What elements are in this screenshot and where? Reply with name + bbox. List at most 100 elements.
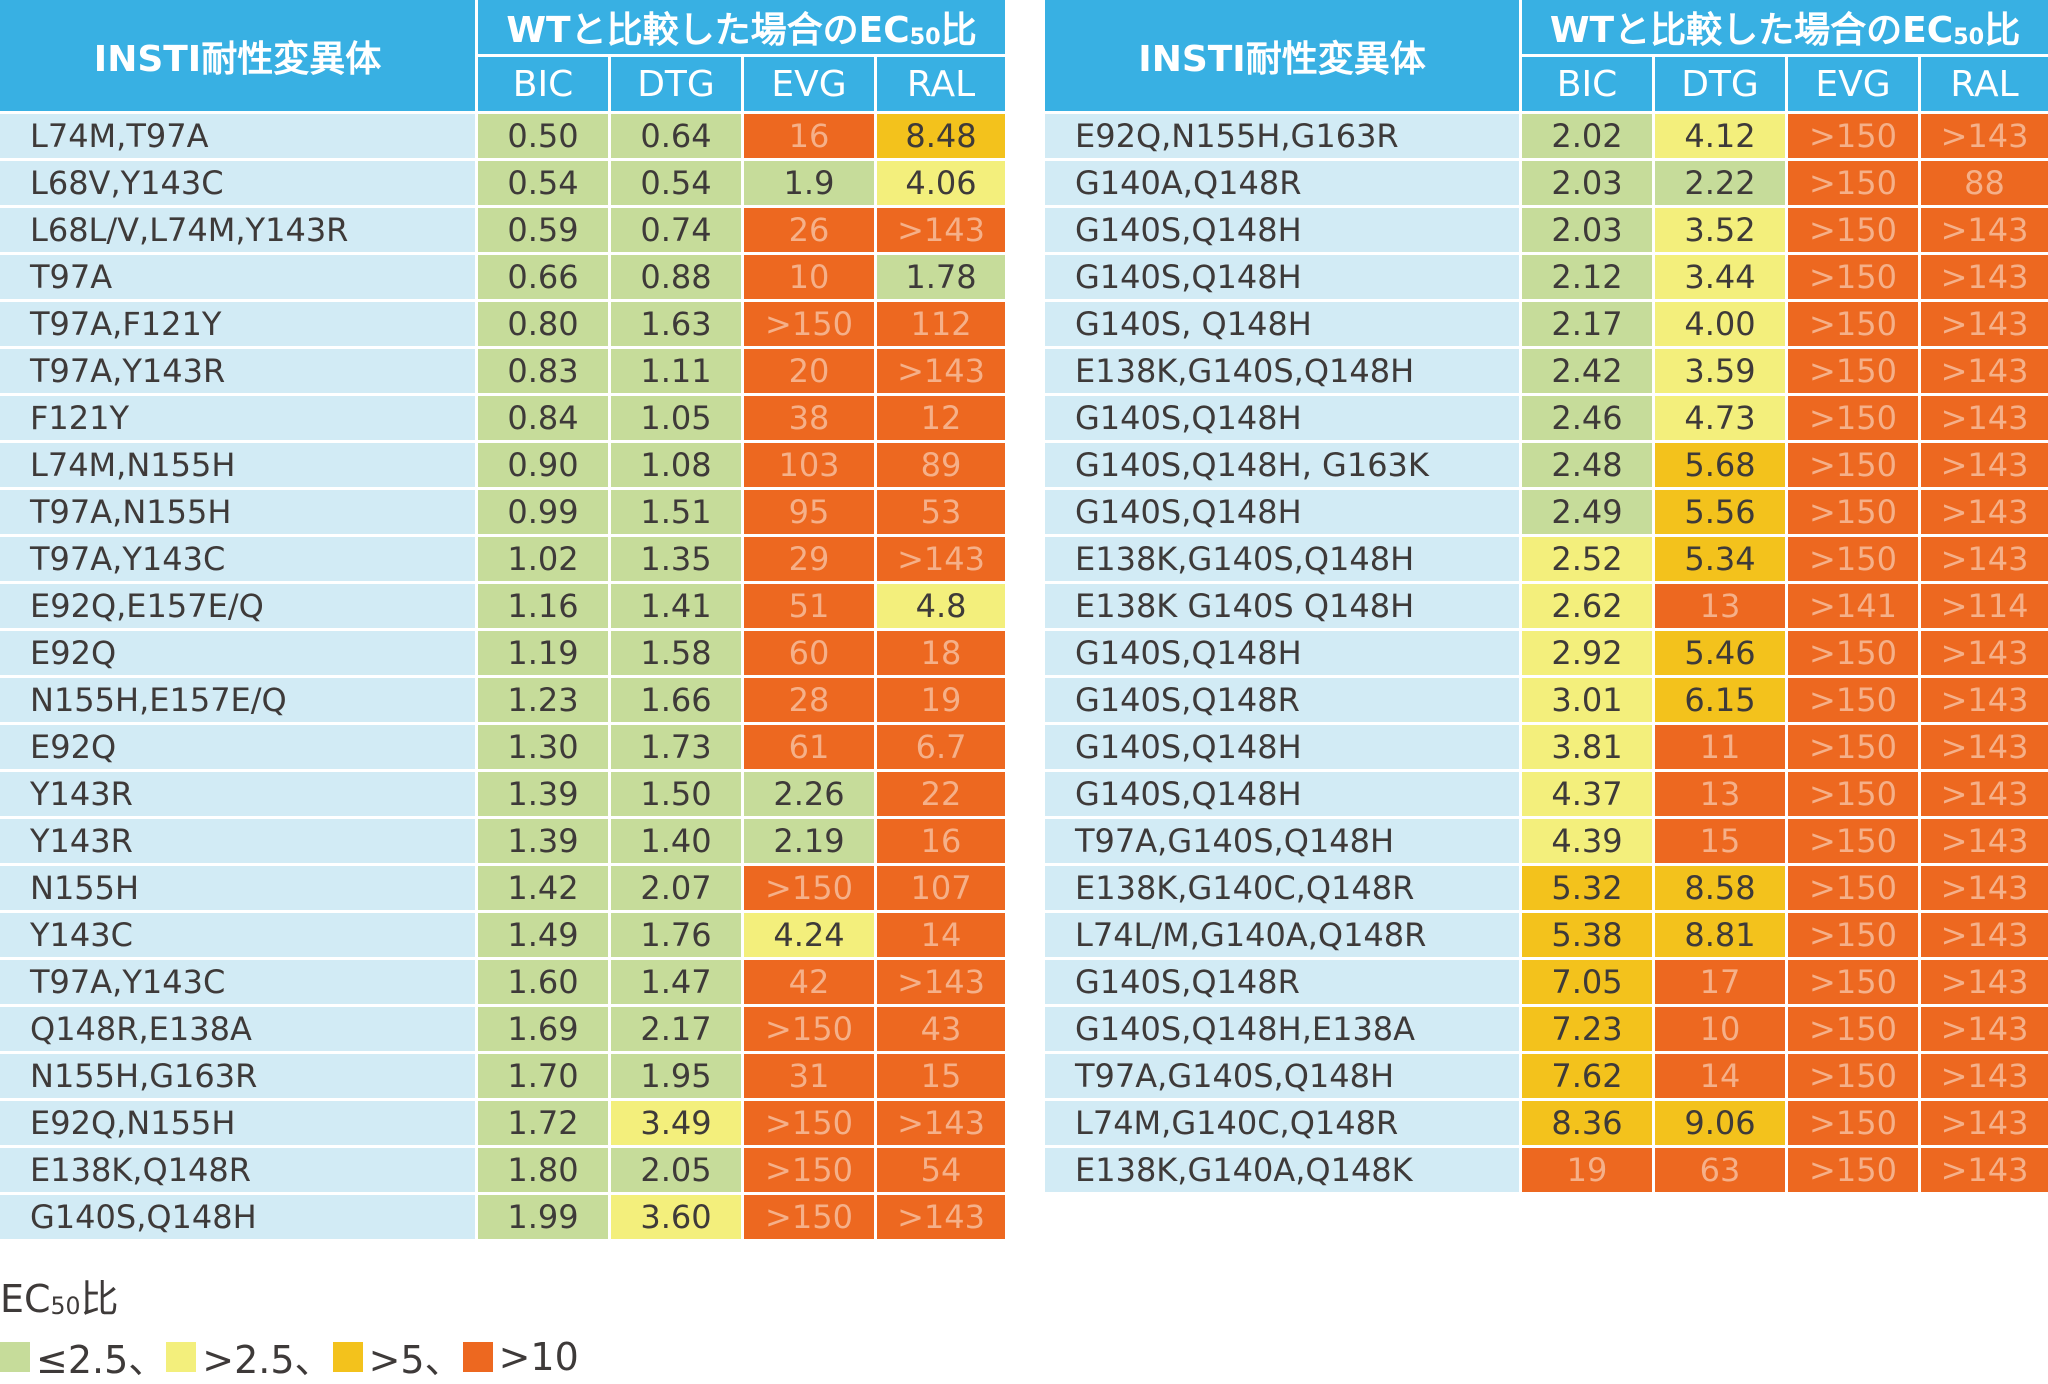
mutant-name-cell: E138K,G140S,Q148H [1045, 537, 1522, 584]
mutant-name-cell: L74M,N155H [0, 443, 478, 490]
mutant-name-cell: T97A [0, 255, 478, 302]
ec50-ratio-cell-dtg: 1.66 [611, 678, 744, 725]
ec50-ratio-cell-evg: >150 [1788, 490, 1921, 537]
table-row: T97A 0.66 0.88 10 1.78 [0, 255, 1006, 302]
ec50-ratio-cell-ral: >143 [1921, 631, 2048, 678]
mutant-name-cell: T97A,G140S,Q148H [1045, 1054, 1522, 1101]
table-row: E92Q 1.30 1.73 61 6.7 [0, 725, 1006, 772]
mutant-name-cell: G140S,Q148R [1045, 960, 1522, 1007]
ec50-ratio-cell-dtg: 1.47 [611, 960, 744, 1007]
resistance-table-right: INSTI耐性変異体 WTと比較した場合のEC50比 BIC DTG EVG R… [1045, 0, 2048, 1195]
mutant-name-cell: T97A,N155H [0, 490, 478, 537]
mutant-name-cell: N155H [0, 866, 478, 913]
mutant-name-cell: Y143R [0, 819, 478, 866]
table-row: G140S,Q148H 4.37 13 >150 >143 [1045, 772, 2048, 819]
ec50-ratio-cell-ral: 4.06 [877, 161, 1006, 208]
ec50-ratio-cell-bic: 2.52 [1522, 537, 1655, 584]
ec50-ratio-cell-dtg: 14 [1655, 1054, 1788, 1101]
drug-header-ral: RAL [1921, 57, 2048, 114]
mutant-name-cell: G140A,Q148R [1045, 161, 1522, 208]
ec50-ratio-cell-dtg: 3.44 [1655, 255, 1788, 302]
table-row: N155H 1.42 2.07 >150 107 [0, 866, 1006, 913]
ec50-ratio-cell-bic: 5.38 [1522, 913, 1655, 960]
ec50-ratio-cell-dtg: 0.64 [611, 114, 744, 161]
table-row: T97A,G140S,Q148H 4.39 15 >150 >143 [1045, 819, 2048, 866]
table-row: E138K,G140A,Q148K 19 63 >150 >143 [1045, 1148, 2048, 1195]
table-row: Q148R,E138A 1.69 2.17 >150 43 [0, 1007, 1006, 1054]
ec50-ratio-cell-evg: >150 [1788, 819, 1921, 866]
ec50-ratio-cell-bic: 7.23 [1522, 1007, 1655, 1054]
table-row: L74M,N155H 0.90 1.08 103 89 [0, 443, 1006, 490]
mutant-name-cell: T97A,Y143R [0, 349, 478, 396]
ec50-ratio-cell-evg: >150 [1788, 208, 1921, 255]
table-row: F121Y 0.84 1.05 38 12 [0, 396, 1006, 443]
ec50-ratio-cell-evg: 60 [744, 631, 877, 678]
ec50-ratio-cell-bic: 1.23 [478, 678, 611, 725]
mutant-name-cell: G140S,Q148H, G163K [1045, 443, 1522, 490]
ec50-ratio-cell-bic: 0.99 [478, 490, 611, 537]
ec50-ratio-cell-bic: 1.02 [478, 537, 611, 584]
ec50-ratio-cell-evg: >150 [744, 1007, 877, 1054]
mutant-name-cell: L74M,T97A [0, 114, 478, 161]
ec50-ratio-cell-dtg: 1.58 [611, 631, 744, 678]
ec50-ratio-cell-ral: >143 [1921, 396, 2048, 443]
ec50-ratio-cell-bic: 1.60 [478, 960, 611, 1007]
ec50-ratio-cell-bic: 2.92 [1522, 631, 1655, 678]
ec50-ratio-cell-bic: 3.81 [1522, 725, 1655, 772]
ec50-ratio-cell-evg: >150 [1788, 537, 1921, 584]
drug-header-evg: EVG [1788, 57, 1921, 114]
ec50-ratio-cell-evg: 2.19 [744, 819, 877, 866]
table-row: G140S,Q148H 2.12 3.44 >150 >143 [1045, 255, 2048, 302]
table-row: E92Q,E157E/Q 1.16 1.41 51 4.8 [0, 584, 1006, 631]
ec50-ratio-cell-bic: 1.19 [478, 631, 611, 678]
mutant-name-cell: T97A,Y143C [0, 960, 478, 1007]
ec50-ratio-cell-dtg: 2.05 [611, 1148, 744, 1195]
ec50-ratio-cell-bic: 4.37 [1522, 772, 1655, 819]
ec50-ratio-cell-dtg: 13 [1655, 584, 1788, 631]
ec50-ratio-cell-bic: 1.16 [478, 584, 611, 631]
ec50-ratio-cell-dtg: 5.46 [1655, 631, 1788, 678]
ec50-ratio-cell-ral: >143 [1921, 1101, 2048, 1148]
table-row: G140S,Q148H 1.99 3.60 >150 >143 [0, 1195, 1006, 1242]
mutant-name-cell: N155H,G163R [0, 1054, 478, 1101]
ec50-ratio-cell-dtg: 1.95 [611, 1054, 744, 1101]
ec50-ratio-cell-ral: >143 [1921, 443, 2048, 490]
ec50-ratio-cell-dtg: 1.40 [611, 819, 744, 866]
ec50-ratio-cell-evg: >150 [1788, 913, 1921, 960]
ec50-ratio-cell-evg: >150 [1788, 1054, 1921, 1101]
ec50-ratio-cell-ral: 6.7 [877, 725, 1006, 772]
ec50-ratio-cell-dtg: 1.05 [611, 396, 744, 443]
ec50-ratio-cell-ral: 15 [877, 1054, 1006, 1101]
table-row: Y143R 1.39 1.40 2.19 16 [0, 819, 1006, 866]
ec50-ratio-cell-dtg: 15 [1655, 819, 1788, 866]
ec50-ratio-cell-bic: 2.48 [1522, 443, 1655, 490]
mutant-name-cell: E92Q [0, 725, 478, 772]
table-row: G140S, Q148H 2.17 4.00 >150 >143 [1045, 302, 2048, 349]
mutant-name-cell: L74M,G140C,Q148R [1045, 1101, 1522, 1148]
ec50-ratio-cell-evg: >150 [1788, 114, 1921, 161]
table-row: G140S,Q148H 2.03 3.52 >150 >143 [1045, 208, 2048, 255]
mutant-name-cell: G140S,Q148H [1045, 631, 1522, 678]
table-row: E138K,G140S,Q148H 2.52 5.34 >150 >143 [1045, 537, 2048, 584]
ec50-ratio-cell-ral: >143 [1921, 772, 2048, 819]
ec50-ratio-cell-dtg: 4.12 [1655, 114, 1788, 161]
table-row: E138K,G140C,Q148R 5.32 8.58 >150 >143 [1045, 866, 2048, 913]
ec50-ratio-cell-dtg: 1.08 [611, 443, 744, 490]
table-row: L74L/M,G140A,Q148R 5.38 8.81 >150 >143 [1045, 913, 2048, 960]
legend-title: EC50比 [0, 1277, 119, 1321]
ec50-ratio-cell-evg: >150 [1788, 349, 1921, 396]
ec50-ratio-cell-dtg: 2.22 [1655, 161, 1788, 208]
ec50-ratio-cell-ral: 43 [877, 1007, 1006, 1054]
ec50-ratio-cell-ral: >143 [1921, 302, 2048, 349]
ec50-ratio-cell-ral: >143 [1921, 208, 2048, 255]
table-row: G140S,Q148H,E138A 7.23 10 >150 >143 [1045, 1007, 2048, 1054]
ec50-ratio-group-header: WTと比較した場合のEC50比 [1522, 0, 2048, 57]
mutant-name-cell: G140S,Q148H [1045, 725, 1522, 772]
mutant-name-cell: G140S,Q148H [1045, 396, 1522, 443]
table-row: G140S,Q148H 2.46 4.73 >150 >143 [1045, 396, 2048, 443]
table-row: E92Q,N155H 1.72 3.49 >150 >143 [0, 1101, 1006, 1148]
drug-header-bic: BIC [1522, 57, 1655, 114]
table-row: E138K G140S Q148H 2.62 13 >141 >114 [1045, 584, 2048, 631]
ec50-ratio-cell-evg: >150 [1788, 866, 1921, 913]
table-row: G140S,Q148R 7.05 17 >150 >143 [1045, 960, 2048, 1007]
